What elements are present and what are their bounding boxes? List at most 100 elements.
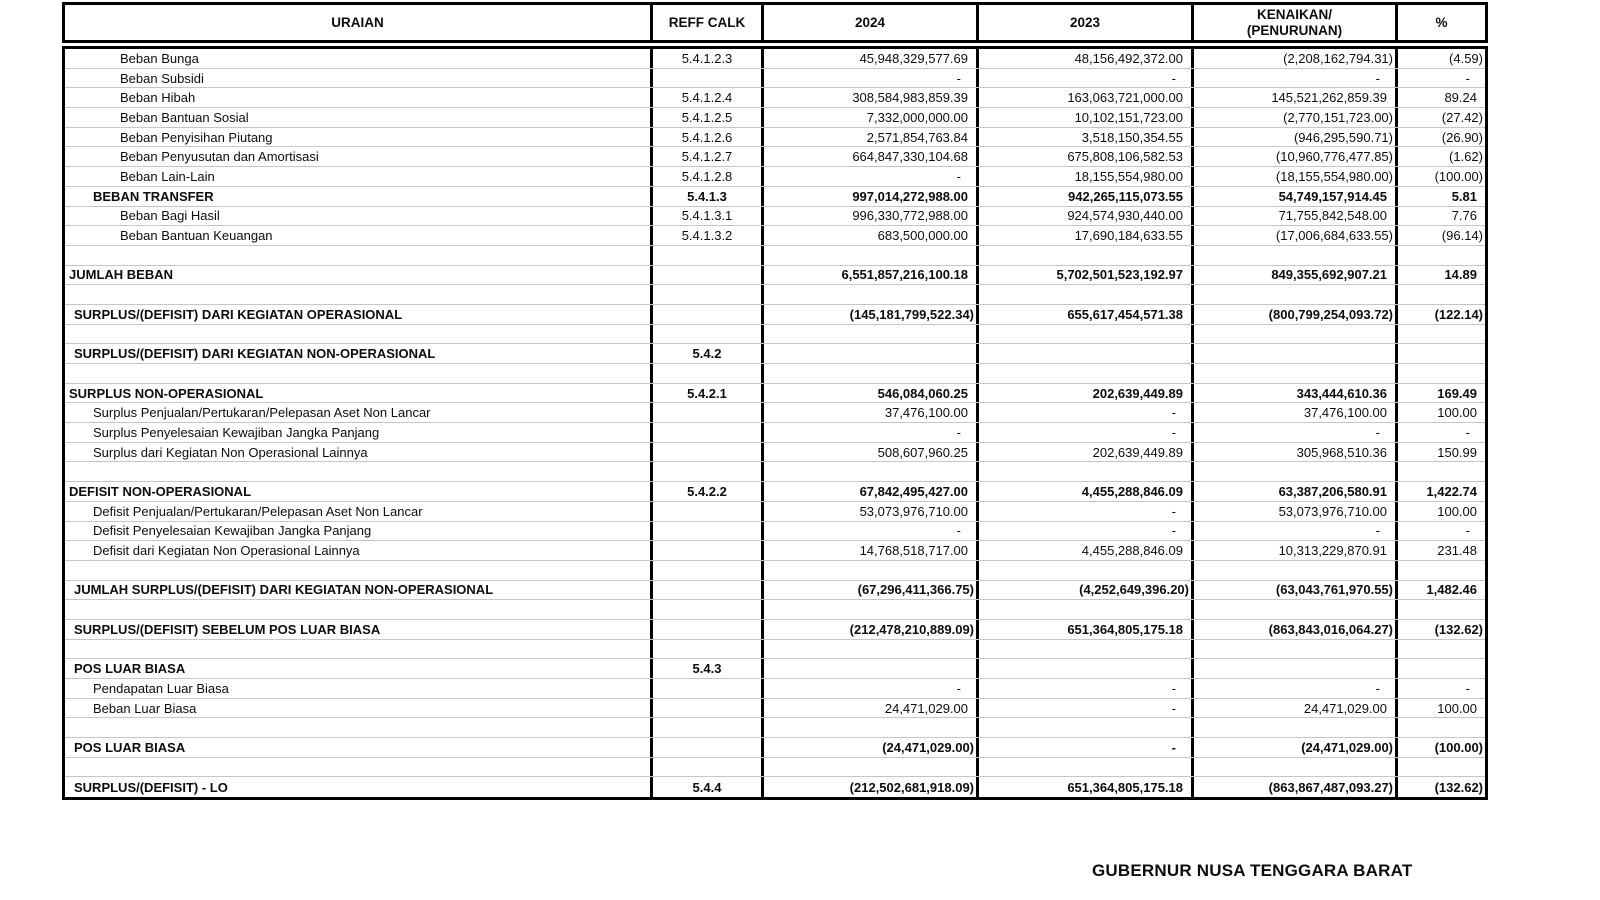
cell-2023: 10,102,151,723.00 [976,108,1191,127]
cell-reff-calk [650,560,761,580]
cell-2024: (67,296,411,366.75) [761,580,976,600]
cell-2023: - [976,68,1191,88]
table-row: BEBAN TRANSFER 5.4.1.3 997,014,272,988.00 9… [65,186,1485,207]
cell-2024: (145,181,799,522.34) [761,304,976,324]
cell-reff-calk [650,462,761,482]
table-row: Beban Bantuan Keuangan 5.4.1.3.2 683,500,0… [65,226,1485,246]
cell-uraian: Defisit dari Kegiatan Non Operasional La… [93,543,360,559]
cell-kenaikan-penurunan: - [1191,679,1395,698]
cell-kenaikan-penurunan: 145,521,262,859.39 [1191,88,1395,108]
cell-uraian: POS LUAR BIASA [74,661,186,677]
cell-2024 [761,245,976,265]
cell-reff-calk [650,285,761,304]
cell-2023: - [976,738,1191,757]
cell-reff-calk [650,600,761,619]
table-row: Beban Subsidi - - - - [65,68,1485,89]
cell-kenaikan-penurunan [1191,757,1395,777]
cell-2024: - [761,68,976,88]
cell-reff-calk: 5.4.1.2.6 [650,127,761,147]
cell-2023 [976,659,1191,678]
cell-uraian: Beban Penyisihan Piutang [120,129,273,145]
table-row: Beban Luar Biasa 24,471,029.00-24,471,029… [65,698,1485,719]
cell-percent: (27.42) [1395,108,1485,127]
cell-uraian: Surplus Penyelesaian Kewajiban Jangka Pa… [93,424,380,440]
table-row: POS LUAR BIASA (24,471,029.00) - (24,471,02… [65,738,1485,758]
cell-2024: 997,014,272,988.00 [761,186,976,206]
cell-2023 [976,324,1191,344]
cell-uraian [65,718,650,737]
table-row: Beban Bagi Hasil 5.4.1.3.1 996,330,772,988… [65,206,1485,227]
cell-reff-calk: 5.4.1.2.4 [650,88,761,108]
cell-2024 [761,659,976,678]
cell-2023: (4,252,649,396.20) [976,580,1191,600]
cell-reff-calk [650,580,761,600]
cell-uraian: SURPLUS/(DEFISIT) DARI KEGIATAN NON-OPER… [74,346,436,362]
cell-percent: (1.62) [1395,147,1485,167]
cell-reff-calk [650,442,761,462]
cell-2023: - [976,679,1191,698]
cell-reff-calk: 5.4.1.2.7 [650,147,761,167]
cell-2023 [976,639,1191,659]
cell-kenaikan-penurunan: 63,387,206,580.91 [1191,482,1395,501]
cell-2024: 6,551,857,216,100.18 [761,265,976,285]
cell-2024: (212,502,681,918.09) [761,777,976,798]
cell-2024: (212,478,210,889.09) [761,619,976,639]
cell-2023 [976,344,1191,363]
cell-uraian: Beban Lain-Lain [120,168,215,184]
cell-reff-calk: 5.4.2 [650,344,761,363]
cell-reff-calk [650,501,761,521]
cell-kenaikan-penurunan: 37,476,100.00 [1191,403,1395,423]
cell-2023 [976,462,1191,482]
cell-uraian [65,364,650,383]
table-row: Beban Bantuan Sosial 5.4.1.2.5 7,332,000,0… [65,108,1485,128]
cell-2024: - [761,423,976,442]
cell-2023: 3,518,150,354.55 [976,127,1191,147]
cell-percent [1395,757,1485,777]
cell-reff-calk: 5.4.3 [650,659,761,678]
cell-reff-calk: 5.4.4 [650,777,761,798]
cell-kenaikan-penurunan: - [1191,423,1395,442]
cell-percent [1395,245,1485,265]
cell-percent: 14.89 [1395,265,1485,285]
cell-kenaikan-penurunan: 10,313,229,870.91 [1191,541,1395,560]
cell-uraian: Defisit Penyelesaian Kewajiban Jangka Pa… [93,523,372,539]
cell-reff-calk [650,324,761,344]
table-row: POS LUAR BIASA 5.4.3 [65,659,1485,679]
cell-kenaikan-penurunan [1191,560,1395,580]
cell-reff-calk [650,757,761,777]
cell-kenaikan-penurunan: 54,749,157,914.45 [1191,186,1395,206]
table-row: Defisit Penjualan/Pertukaran/Pelepasan A… [65,501,1485,522]
cell-percent [1395,560,1485,580]
cell-percent: 169.49 [1395,383,1485,403]
cell-uraian: SURPLUS/(DEFISIT) SEBELUM POS LUAR BIASA [74,621,381,637]
cell-kenaikan-penurunan: (863,867,487,093.27) [1191,777,1395,798]
cell-percent: - [1395,423,1485,442]
cell-2023: 675,808,106,582.53 [976,147,1191,167]
cell-kenaikan-penurunan [1191,659,1395,678]
cell-kenaikan-penurunan: 71,755,842,548.00 [1191,206,1395,226]
cell-uraian [65,285,650,304]
cell-percent [1395,324,1485,344]
cell-percent: 1,482.46 [1395,580,1485,600]
cell-uraian [65,325,650,344]
table-header-row: URAIAN REFF CALK 2024 2023 KENAIKAN/ (PENURU… [62,2,1488,43]
column-header-reff-calk: REFF CALK [650,5,761,40]
cell-2024 [761,600,976,619]
cell-2024 [761,718,976,738]
table-row: DEFISIT NON-OPERASIONAL 5.4.2.2 67,842,495… [65,482,1485,502]
cell-2024: 53,073,976,710.00 [761,501,976,521]
cell-percent: 231.48 [1395,541,1485,560]
table-row: Defisit dari Kegiatan Non Operasional La… [65,541,1485,561]
cell-uraian [65,640,650,659]
cell-kenaikan-penurunan: (800,799,254,093.72) [1191,304,1395,324]
cell-2024: 24,471,029.00 [761,698,976,718]
cell-kenaikan-penurunan: (63,043,761,970.55) [1191,580,1395,600]
cell-2023: - [976,403,1191,423]
cell-2024 [761,462,976,482]
cell-percent: (132.62) [1395,619,1485,639]
table-row [65,364,1485,384]
cell-2023 [976,757,1191,777]
cell-2023: 4,455,288,846.09 [976,482,1191,501]
cell-uraian: Beban Luar Biasa [93,700,197,716]
table-row: JUMLAH SURPLUS/(DEFISIT) DARI KEGIATAN N… [65,580,1485,601]
